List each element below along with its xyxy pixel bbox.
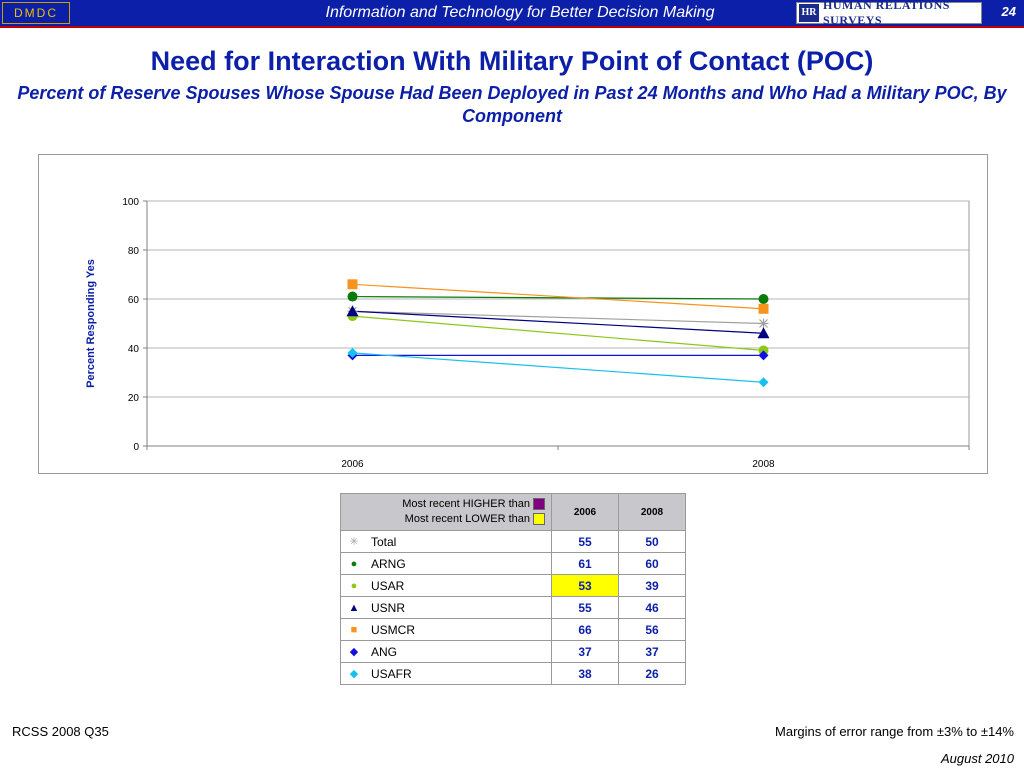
data-point	[757, 327, 770, 339]
table-row: ✳ Total 55 50	[340, 530, 686, 553]
table-cell-value: 50	[618, 530, 686, 553]
circle-marker-icon: ●	[350, 557, 358, 570]
component-label: USNR	[371, 600, 406, 615]
higher-swatch	[533, 498, 545, 511]
series-line	[352, 283, 764, 310]
table-cell-component: ◆ USAFR	[340, 662, 552, 685]
series-line	[352, 310, 764, 325]
table-cell-component: ● USAR	[340, 574, 552, 597]
triangle-marker-icon: ▲	[348, 601, 360, 614]
table-cell-component: ◆ ANG	[340, 640, 552, 663]
component-label: USAR	[371, 578, 405, 593]
dmdc-logo: DMDC	[2, 2, 70, 24]
data-point	[758, 318, 769, 329]
table-row: ● USAR 53 39	[340, 574, 686, 597]
table-cell-value: 37	[618, 640, 686, 663]
diamond-marker-icon: ◆	[349, 645, 359, 658]
data-point	[346, 305, 359, 317]
table-cell-value: 66	[551, 618, 619, 641]
asterisk-marker-icon: ✳	[349, 535, 359, 548]
data-point	[347, 347, 358, 358]
table-cell-value: 39	[618, 574, 686, 597]
y-tick-label: 100	[122, 197, 139, 208]
table-cell-value: 38	[551, 662, 619, 685]
data-point	[758, 377, 769, 388]
data-point	[758, 303, 769, 314]
table-row: ■ USMCR 66 56	[340, 618, 686, 641]
table-header-year-1: 2008	[618, 493, 686, 531]
banner-divider	[0, 26, 1024, 28]
y-axis-label: Percent Responding Yes	[85, 259, 97, 388]
table-cell-value: 61	[551, 552, 619, 575]
table-cell-value: 56	[618, 618, 686, 641]
table-row: ◆ ANG 37 37	[340, 640, 686, 663]
data-point	[758, 350, 769, 361]
y-tick-label: 60	[128, 295, 140, 306]
source-note: RCSS 2008 Q35	[12, 724, 109, 739]
component-label: USMCR	[371, 622, 415, 637]
table-cell-value: 26	[618, 662, 686, 685]
table-cell-value: 37	[551, 640, 619, 663]
x-tick-label: 2008	[752, 459, 775, 470]
margin-of-error-note: Margins of error range from ±3% to ±14%	[775, 724, 1014, 739]
square-marker-icon: ■	[350, 623, 358, 636]
component-label: ANG	[371, 644, 398, 659]
table-cell-component: ▲ USNR	[340, 596, 552, 619]
hr-surveys-logo: HR HUMAN RELATIONS SURVEYS	[796, 0, 982, 27]
key-lower-label: Most recent LOWER than	[404, 513, 530, 525]
table-row: ▲ USNR 55 46	[340, 596, 686, 619]
y-tick-label: 40	[128, 344, 140, 355]
lower-swatch	[533, 513, 545, 526]
key-higher-label: Most recent HIGHER than	[402, 498, 530, 510]
line-chart: 0 20 40 60 80 100 2006 2008 Percent Responding Y…	[85, 197, 970, 470]
banner-tagline: Information and Technology for Better De…	[325, 4, 715, 21]
data-point	[347, 279, 358, 290]
series-line	[352, 352, 764, 383]
diamond-marker-icon: ◆	[349, 667, 359, 680]
table-cell-component: ■ USMCR	[340, 618, 552, 641]
component-label: Total	[371, 534, 397, 549]
circle-marker-icon: ●	[350, 579, 358, 592]
table-row: ◆ USAFR 38 26	[340, 662, 686, 685]
x-tick-label: 2006	[341, 459, 364, 470]
table-header-year-0: 2006	[551, 493, 619, 531]
table-row: ● ARNG 61 60	[340, 552, 686, 575]
y-tick-label: 20	[128, 393, 140, 404]
top-banner: DMDC Information and Technology for Bett…	[0, 0, 1024, 27]
chart-frame: 0 20 40 60 80 100 2006 2008 Percent Responding Y…	[38, 154, 988, 474]
table-key-cell: Most recent HIGHER than Most recent LOWE…	[340, 493, 552, 531]
series-line	[352, 315, 764, 352]
slide-subtitle: Percent of Reserve Spouses Whose Spouse …	[17, 83, 1007, 126]
table-header-row: Most recent HIGHER than Most recent LOWE…	[340, 493, 686, 531]
table-cell-value: 55	[551, 596, 619, 619]
data-table: Most recent HIGHER than Most recent LOWE…	[340, 493, 686, 685]
table-cell-value: 46	[618, 596, 686, 619]
hr-logo-mark: HR	[799, 4, 819, 22]
plot-area	[146, 200, 970, 447]
slide-title: Need for Interaction With Military Point…	[150, 46, 874, 76]
y-tick-label: 0	[133, 442, 139, 453]
y-tick-label: 80	[128, 246, 140, 257]
data-point	[758, 294, 769, 304]
table-cell-value: 60	[618, 552, 686, 575]
report-date: August 2010	[940, 751, 1014, 766]
data-point	[347, 291, 358, 302]
table-cell-value: 53	[551, 574, 619, 597]
page-number: 24	[1001, 4, 1016, 19]
component-label: USAFR	[371, 666, 412, 681]
table-cell-component: ✳ Total	[340, 530, 552, 553]
hr-logo-text: HUMAN RELATIONS SURVEYS	[823, 0, 950, 27]
series-line	[352, 310, 764, 334]
table-cell-value: 55	[551, 530, 619, 553]
table-cell-component: ● ARNG	[340, 552, 552, 575]
component-label: ARNG	[371, 556, 406, 571]
series-line	[352, 295, 764, 300]
